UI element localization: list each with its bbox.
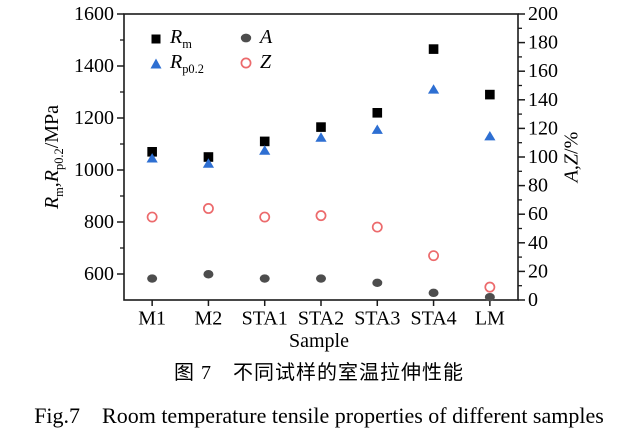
A-point-STA2 (316, 274, 326, 283)
left-tick-label: 800 (84, 211, 114, 233)
legend-item-rm: Rm (149, 26, 192, 52)
Rm-point-STA2 (316, 122, 326, 132)
A-point-LM (484, 292, 495, 302)
triangle-filled-icon (150, 58, 162, 69)
right-tick-label: 120 (528, 117, 558, 139)
x-tick-label-STA4: STA4 (410, 308, 456, 330)
legend-label-rp02: Rp0.2 (170, 51, 204, 76)
circle-open-icon (240, 57, 252, 68)
right-tick-label: 200 (528, 3, 558, 25)
A-point-M1 (147, 274, 158, 283)
square-filled-icon (151, 34, 161, 44)
x-tick-label-LM: LM (475, 308, 505, 330)
figure-caption-english: Fig.7 Room temperature tensile propertie… (34, 403, 604, 428)
Z-point-STA3 (371, 221, 383, 233)
legend-label-z: Z (260, 51, 272, 73)
A-point-STA3 (372, 278, 383, 288)
left-tick-label: 1000 (74, 159, 114, 181)
Z-point-STA1 (259, 211, 271, 223)
x-tick-label-STA1: STA1 (242, 308, 288, 330)
right-tick-label: 100 (528, 146, 558, 168)
left-tick-label: 1200 (74, 107, 114, 129)
left-tick-label: 600 (84, 263, 114, 285)
Rp0.2-point-M1 (146, 153, 158, 163)
Rm-point-LM (485, 89, 495, 100)
legend-item-z: Z (239, 51, 271, 74)
scatter-plot-canvas: 600 800 1000 1200 1400 1600 0 20 40 60 80 100 120 140… (74, 3, 558, 330)
Rm-point-STA1 (259, 136, 270, 147)
Z-point-M1 (146, 211, 158, 223)
x-tick-label-STA3: STA3 (354, 308, 400, 330)
Rp0.2-point-STA2 (315, 132, 327, 142)
Rp0.2-point-STA1 (259, 145, 271, 155)
Z-point-STA4 (428, 250, 440, 262)
legend-item-a: A (239, 26, 272, 49)
Rp0.2-point-LM (484, 131, 496, 141)
right-tick-label: 40 (528, 232, 548, 254)
right-tick-label: 180 (528, 32, 558, 54)
x-tick-label-M2: M2 (195, 308, 223, 330)
legend-label-a: A (260, 26, 273, 48)
A-point-STA4 (428, 288, 439, 298)
Rm-point-STA3 (372, 108, 383, 118)
legend-item-rp02: Rp0.2 (149, 51, 204, 77)
right-tick-label: 60 (528, 203, 548, 225)
right-tick-label: 140 (528, 89, 558, 111)
x-axis-title: Sample (289, 330, 349, 352)
figure-caption-chinese: 图 7 不同试样的室温拉伸性能 (174, 362, 464, 384)
Rp0.2-point-STA4 (427, 84, 440, 94)
A-point-STA1 (259, 274, 270, 283)
Rp0.2-point-STA3 (371, 124, 383, 134)
legend-label-rm: Rm (170, 26, 192, 51)
x-tick-label-M1: M1 (138, 308, 166, 330)
Rm-point-M2 (203, 152, 214, 162)
A-point-M2 (203, 270, 214, 279)
left-tick-label: 1400 (74, 55, 114, 77)
Rp0.2-point-M2 (202, 158, 215, 168)
right-tick-label: 20 (528, 260, 548, 282)
circle-filled-icon (240, 33, 252, 42)
right-tick-label: 80 (528, 175, 548, 197)
left-tick-label: 1600 (74, 3, 114, 25)
right-axis-title: A,Z/% (560, 131, 583, 183)
Rm-point-STA4 (428, 44, 439, 54)
Rm-point-M1 (147, 147, 157, 157)
right-tick-label: 160 (528, 60, 558, 82)
Z-point-LM (484, 281, 496, 293)
Z-point-M2 (202, 203, 214, 214)
x-tick-label-STA2: STA2 (298, 308, 344, 330)
right-tick-label: 0 (528, 289, 538, 311)
left-axis-title: Rm,Rp0.2/MPa (41, 104, 66, 210)
Z-point-STA2 (315, 210, 327, 222)
